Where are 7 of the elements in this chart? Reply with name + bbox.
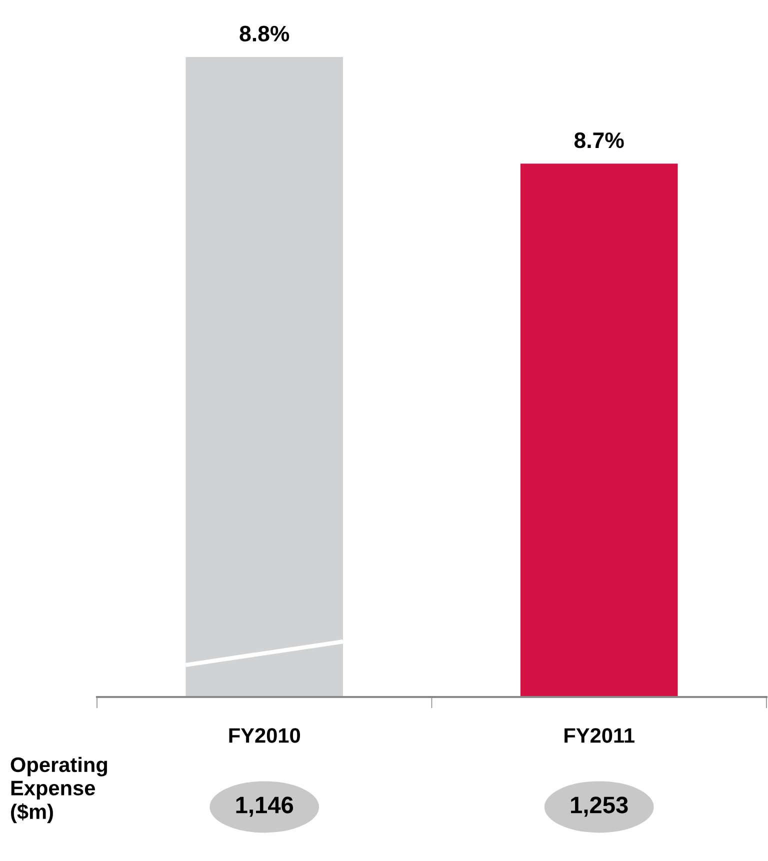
data-label: 8.8%: [240, 26, 290, 42]
data-label: 8.7%: [574, 132, 624, 148]
text: 1,146: [236, 796, 294, 817]
text: Operating Expense ($m): [10, 756, 107, 824]
text: 1,253: [571, 796, 628, 817]
x-tick-label: FY2011: [564, 728, 634, 743]
x-tick-label: FY2010: [229, 728, 300, 743]
